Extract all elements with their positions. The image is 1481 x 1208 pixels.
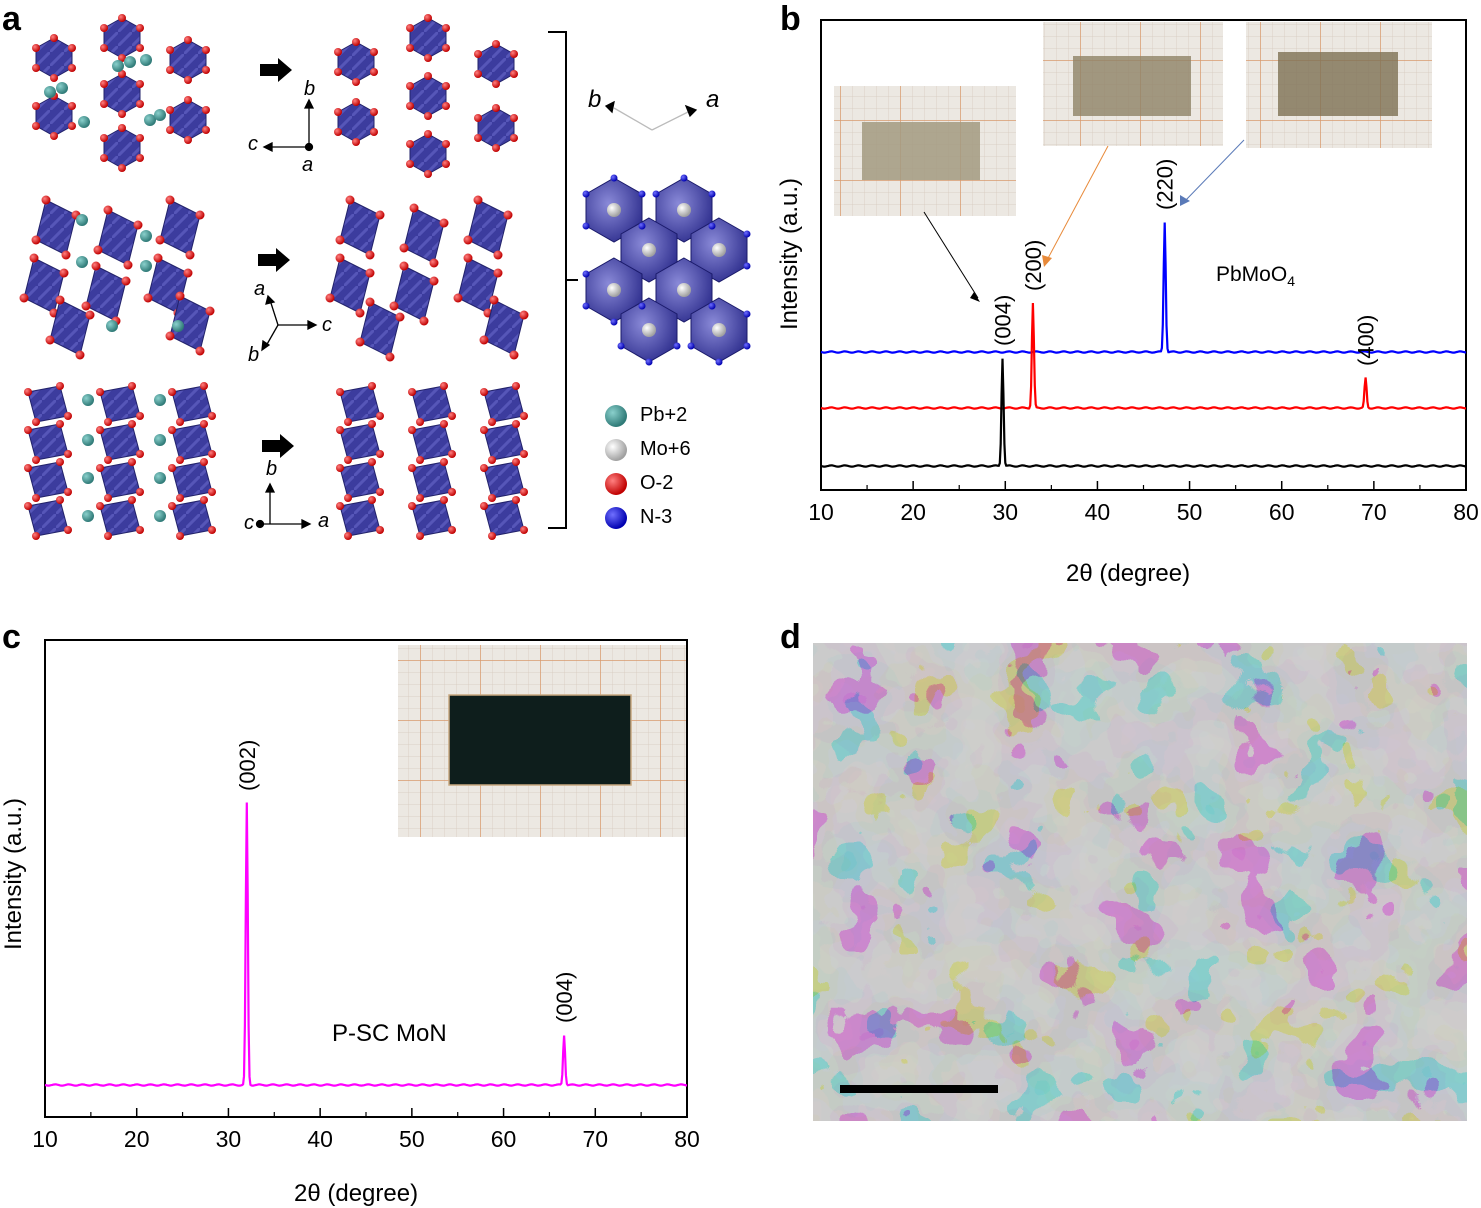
photo-inset-200 <box>1043 22 1223 146</box>
axis3-h: a <box>318 510 330 532</box>
legend-label-mo: Mo+6 <box>640 438 691 460</box>
arrow-row2 <box>258 248 290 272</box>
axis1-o: a <box>302 154 314 176</box>
x-tick-label: 70 <box>1361 499 1387 525</box>
x-tick-label: 30 <box>216 1126 242 1152</box>
x-tick-label: 50 <box>1177 499 1203 525</box>
panel-a-letter: a <box>2 0 21 38</box>
photo-inset-mon <box>398 645 686 837</box>
axis3-v: b <box>266 458 278 480</box>
x-tick-label: 80 <box>674 1126 700 1152</box>
hexagonal-mon-structure <box>582 174 751 366</box>
peak-label: (004) <box>991 295 1016 346</box>
scale-bar <box>840 1085 998 1093</box>
x-tick-label: 20 <box>900 499 926 525</box>
peak-label: (400) <box>1354 315 1379 366</box>
chart-b-annotation: PbMoO4 <box>1216 263 1295 290</box>
x-tick-label: 10 <box>808 499 834 525</box>
peak-label: (200) <box>1021 240 1046 291</box>
series-line <box>44 802 688 1087</box>
photo-inset-220 <box>1246 22 1432 148</box>
x-tick-label: 50 <box>399 1126 425 1152</box>
panel-b-letter: b <box>780 0 801 38</box>
arrow-row1 <box>260 58 292 82</box>
legend-label-n: N-3 <box>640 506 673 528</box>
x-tick-label: 40 <box>307 1126 333 1152</box>
legend-o-ball <box>605 473 627 495</box>
panel-c-letter: c <box>2 618 21 656</box>
x-tick-label: 80 <box>1453 499 1479 525</box>
legend-label-pb: Pb+2 <box>640 404 688 426</box>
legend-mo-ball <box>605 439 627 461</box>
chart-b-xlabel: 2θ (degree) <box>1066 560 1191 587</box>
crystal-structure-illustration <box>19 13 751 541</box>
axis1-v: b <box>304 78 316 100</box>
x-tick-label: 10 <box>32 1126 58 1152</box>
x-tick-label: 60 <box>491 1126 517 1152</box>
legend-label-o: O-2 <box>640 472 674 494</box>
axis1-h: c <box>248 133 258 155</box>
legend-n-ball <box>605 507 627 529</box>
photo-inset-004 <box>834 86 1016 216</box>
axis-triads <box>255 98 698 530</box>
hex-axis-b: b <box>588 86 602 113</box>
peak-label: (220) <box>1153 159 1178 210</box>
sem-texture <box>813 643 1467 1121</box>
hex-axis-a: a <box>706 86 720 113</box>
peak-label: (004) <box>552 972 577 1023</box>
axis2-t: a <box>254 278 266 300</box>
series-line <box>820 358 1467 468</box>
panel-d-letter: d <box>780 618 801 656</box>
x-tick-label: 40 <box>1085 499 1111 525</box>
x-tick-label: 60 <box>1269 499 1295 525</box>
series-line <box>820 222 1467 354</box>
axis2-r: c <box>322 314 332 336</box>
xrd-chart-b: 10 20 30 40 50 60 70 80 (220) (200) (400) (004) <box>808 19 1479 525</box>
x-tick-label: 70 <box>582 1126 608 1152</box>
series-line <box>820 302 1467 410</box>
chart-c-annotation: P-SC MoN <box>332 1020 447 1047</box>
x-tick-label: 20 <box>124 1126 150 1152</box>
xrd-chart-c: 10 20 30 40 50 60 70 80 (002) (004) <box>32 639 700 1152</box>
chart-c-xlabel: 2θ (degree) <box>294 1180 419 1207</box>
peak-label: (002) <box>235 740 260 791</box>
x-tick-label: 30 <box>992 499 1018 525</box>
arrow-row3 <box>262 434 294 458</box>
axis2-b: b <box>248 344 260 366</box>
legend-pb-ball <box>605 405 627 427</box>
axis3-o: c <box>244 512 254 534</box>
